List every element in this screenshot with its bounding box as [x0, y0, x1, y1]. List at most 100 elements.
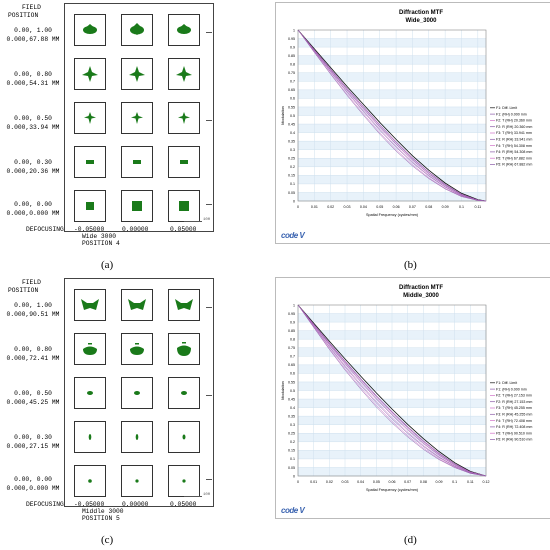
chart-title: Diffraction MTF	[399, 10, 443, 16]
legend-entry: F4: R (RH) 72.408 mm	[496, 425, 532, 429]
series-line	[297, 304, 487, 477]
plot-frame	[297, 304, 487, 477]
x-tick-label: 0.03	[342, 480, 349, 484]
y-tick-label: 0.2	[290, 440, 295, 444]
field-position-title: FIELD POSITION	[8, 279, 41, 294]
spot-cell	[168, 465, 200, 497]
spot-cell	[74, 333, 106, 365]
y-tick-label: 0.3	[290, 148, 295, 152]
spot-diagram-frame	[64, 278, 214, 507]
x-tick-label: 0.02	[327, 205, 334, 209]
grid-band	[298, 175, 486, 184]
legend-entry: F2: R (RH) 27.153 mm	[496, 400, 532, 404]
frame-tick	[206, 120, 212, 121]
series-line	[297, 29, 487, 202]
y-tick-label: 0.55	[288, 380, 295, 384]
legend-entry: F4: R (RH) 54.308 mm	[496, 150, 532, 154]
row-label: 0.00, 0.80 0.000,72.41 MM	[6, 346, 60, 362]
x-tick-label: 0.07	[404, 480, 411, 484]
y-tick-label: 0.5	[290, 389, 295, 393]
chart-subtitle: Wide_3000	[406, 18, 438, 24]
frame-tick	[206, 395, 212, 396]
configuration-position: POSITION 4	[82, 240, 120, 247]
spot-cell	[168, 333, 200, 365]
y-tick-label: 0.15	[288, 174, 295, 178]
legend-entry: F5: T (RH) 90.510 mm	[496, 431, 532, 435]
x-tick-label: 0.08	[420, 480, 427, 484]
spot-cell	[168, 421, 200, 453]
spot-cell	[121, 102, 153, 134]
y-tick-label: 0.75	[288, 71, 295, 75]
scale-bar: 100	[184, 493, 210, 499]
defocusing-label: DEFOCUSING	[26, 226, 64, 233]
y-tick-label: 0.2	[290, 165, 295, 169]
x-axis-label: Spatial Frequency (cycles/mm)	[366, 213, 419, 217]
x-tick-label: 0.1	[452, 480, 457, 484]
row-label: 0.00, 1.00 0.000,90.51 MM	[6, 302, 60, 318]
grid-band	[298, 124, 486, 133]
spot-cell	[74, 190, 106, 222]
spot-cell	[121, 14, 153, 46]
legend-entry: F1: (RH) 0.000 mm	[496, 112, 527, 116]
spot-cell	[121, 58, 153, 90]
y-tick-label: 0.6	[290, 97, 295, 101]
mtf-chart-svg: Diffraction MTF Middle_3000 0 0.01 0.02 0.03 0…	[281, 285, 532, 492]
legend-entry: F5: T (RH) 67.882 mm	[496, 156, 532, 160]
spot-cell	[168, 289, 200, 321]
series-line	[297, 304, 487, 477]
plot-frame	[297, 29, 487, 202]
legend-entry: F3: T (RH) 45.255 mm	[496, 406, 532, 410]
series-line	[297, 304, 487, 477]
defocus-value: 0.05000	[170, 226, 197, 233]
spot-cell	[74, 14, 106, 46]
series-line	[297, 29, 487, 202]
row-label: 0.00, 0.30 0.000,27.15 MM	[6, 434, 60, 450]
y-tick-label: 0.05	[288, 191, 295, 195]
legend-entry: F2: T (RH) 27.153 mm	[496, 394, 532, 398]
frame-tick	[206, 479, 212, 480]
legend-entry: F2: T (RH) 20.360 mm	[496, 119, 532, 123]
series-line	[297, 304, 487, 477]
spot-cell	[121, 377, 153, 409]
spot-diagram-middle: FIELD POSITION 0.00, 1.00 0.000,90.51 MM …	[0, 275, 214, 522]
y-tick-label: 1	[293, 28, 295, 32]
x-tick-label: 0.08	[425, 205, 432, 209]
x-tick-label: 0.1	[459, 205, 464, 209]
y-tick-label: 0.4	[290, 406, 295, 410]
y-tick-label: 0.15	[288, 449, 295, 453]
series-line	[297, 29, 487, 202]
y-tick-label: 0.5	[290, 114, 295, 118]
chart-subtitle: Middle_3000	[403, 293, 439, 299]
x-tick-label: 0.04	[360, 205, 367, 209]
grid-band	[298, 192, 486, 201]
y-tick-label: 0.95	[288, 312, 295, 316]
x-tick-label: 0.11	[474, 205, 481, 209]
spot-cell	[168, 377, 200, 409]
spot-cell	[121, 465, 153, 497]
row-label: 0.00, 0.80 0.000,54.31 MM	[6, 71, 60, 87]
row-label: 0.00, 0.30 0.000,20.36 MM	[6, 159, 60, 175]
x-tick-label: 0.09	[436, 480, 443, 484]
legend-entry: F1: Diff. Limit	[496, 381, 517, 385]
legend-entry: F4: T (RH) 54.308 mm	[496, 144, 532, 148]
legend-entry: F5: R (RH) 67.882 mm	[496, 163, 532, 167]
spot-cell	[74, 421, 106, 453]
x-axis-label: Spatial Frequency (cycles/mm)	[366, 488, 419, 492]
spot-diagram-wide: FIELD POSITION 0.00, 1.00 0.000,67.88 MM …	[0, 0, 214, 247]
y-tick-label: 0.05	[288, 466, 295, 470]
y-axis-label: Modulation	[281, 381, 285, 400]
mtf-chart-svg: Diffraction MTF Wide_3000 0 0.01 0.02 0.03 0.0…	[281, 10, 532, 217]
spot-cell	[74, 377, 106, 409]
series-line	[297, 304, 487, 477]
y-tick-label: 0.8	[290, 338, 295, 342]
y-tick-label: 0.4	[290, 131, 295, 135]
defocus-value: -0.05000	[74, 226, 105, 233]
frame-tick	[206, 204, 212, 205]
series-line	[297, 29, 487, 202]
mtf-chart-middle: Diffraction MTF Middle_3000 0 0.01 0.02 0.03 0…	[275, 277, 550, 519]
x-tick-label: 0.06	[389, 480, 396, 484]
grid-band	[298, 158, 486, 167]
x-tick-label: 0.12	[483, 480, 490, 484]
defocus-value: 0.05000	[170, 501, 197, 508]
grid-band	[298, 89, 486, 99]
